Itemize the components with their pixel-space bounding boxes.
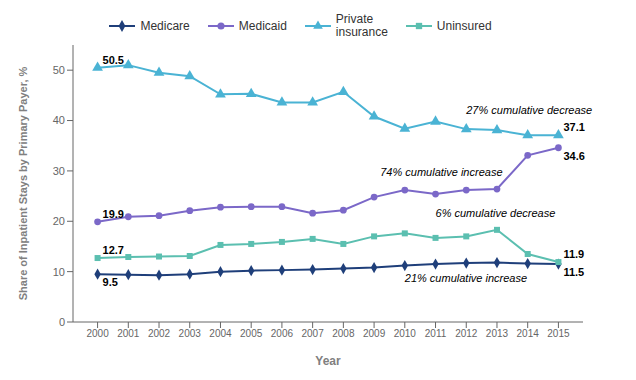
svg-text:2004: 2004 [209,328,232,339]
svg-text:12.7: 12.7 [103,244,124,256]
svg-text:10: 10 [53,266,65,278]
svg-text:11.5: 11.5 [563,266,584,278]
svg-text:2000: 2000 [86,328,109,339]
svg-text:2001: 2001 [117,328,140,339]
svg-text:2005: 2005 [240,328,263,339]
svg-text:50: 50 [53,64,65,76]
svg-text:50.5: 50.5 [103,54,124,66]
svg-text:2013: 2013 [486,328,509,339]
svg-text:2006: 2006 [271,328,294,339]
svg-text:2003: 2003 [179,328,202,339]
svg-text:19.9: 19.9 [103,208,124,220]
svg-text:2007: 2007 [302,328,325,339]
svg-text:30: 30 [53,165,65,177]
svg-text:Share of Inpatient Stays by Pr: Share of Inpatient Stays by Primary Paye… [17,67,29,301]
svg-text:21% cumulative increase: 21% cumulative increase [404,272,527,284]
svg-text:2010: 2010 [394,328,417,339]
svg-text:6% cumulative decrease: 6% cumulative decrease [436,207,556,219]
svg-text:2002: 2002 [148,328,171,339]
svg-text:Year: Year [315,354,341,368]
svg-text:2008: 2008 [332,328,355,339]
svg-text:2009: 2009 [363,328,386,339]
svg-text:40: 40 [53,114,65,126]
svg-text:2015: 2015 [547,328,570,339]
svg-text:0: 0 [59,316,65,328]
svg-text:37.1: 37.1 [563,121,584,133]
svg-text:27% cumulative decrease: 27% cumulative decrease [465,104,592,116]
svg-text:2012: 2012 [455,328,478,339]
html-text:Private insurance: Private insurance [335,12,388,39]
svg-text:2011: 2011 [425,328,447,339]
svg-text:74% cumulative increase: 74% cumulative increase [380,166,502,178]
svg-text:9.5: 9.5 [103,276,118,288]
html-text:Medicaid: Medicaid [238,18,287,33]
svg-text:2014: 2014 [517,328,540,339]
html-text:Medicare: Medicare [140,18,190,33]
svg-text:11.9: 11.9 [563,248,584,260]
html-text:Uninsured: Uninsured [436,18,492,33]
svg-text:20: 20 [53,215,65,227]
svg-text:34.6: 34.6 [563,150,584,162]
